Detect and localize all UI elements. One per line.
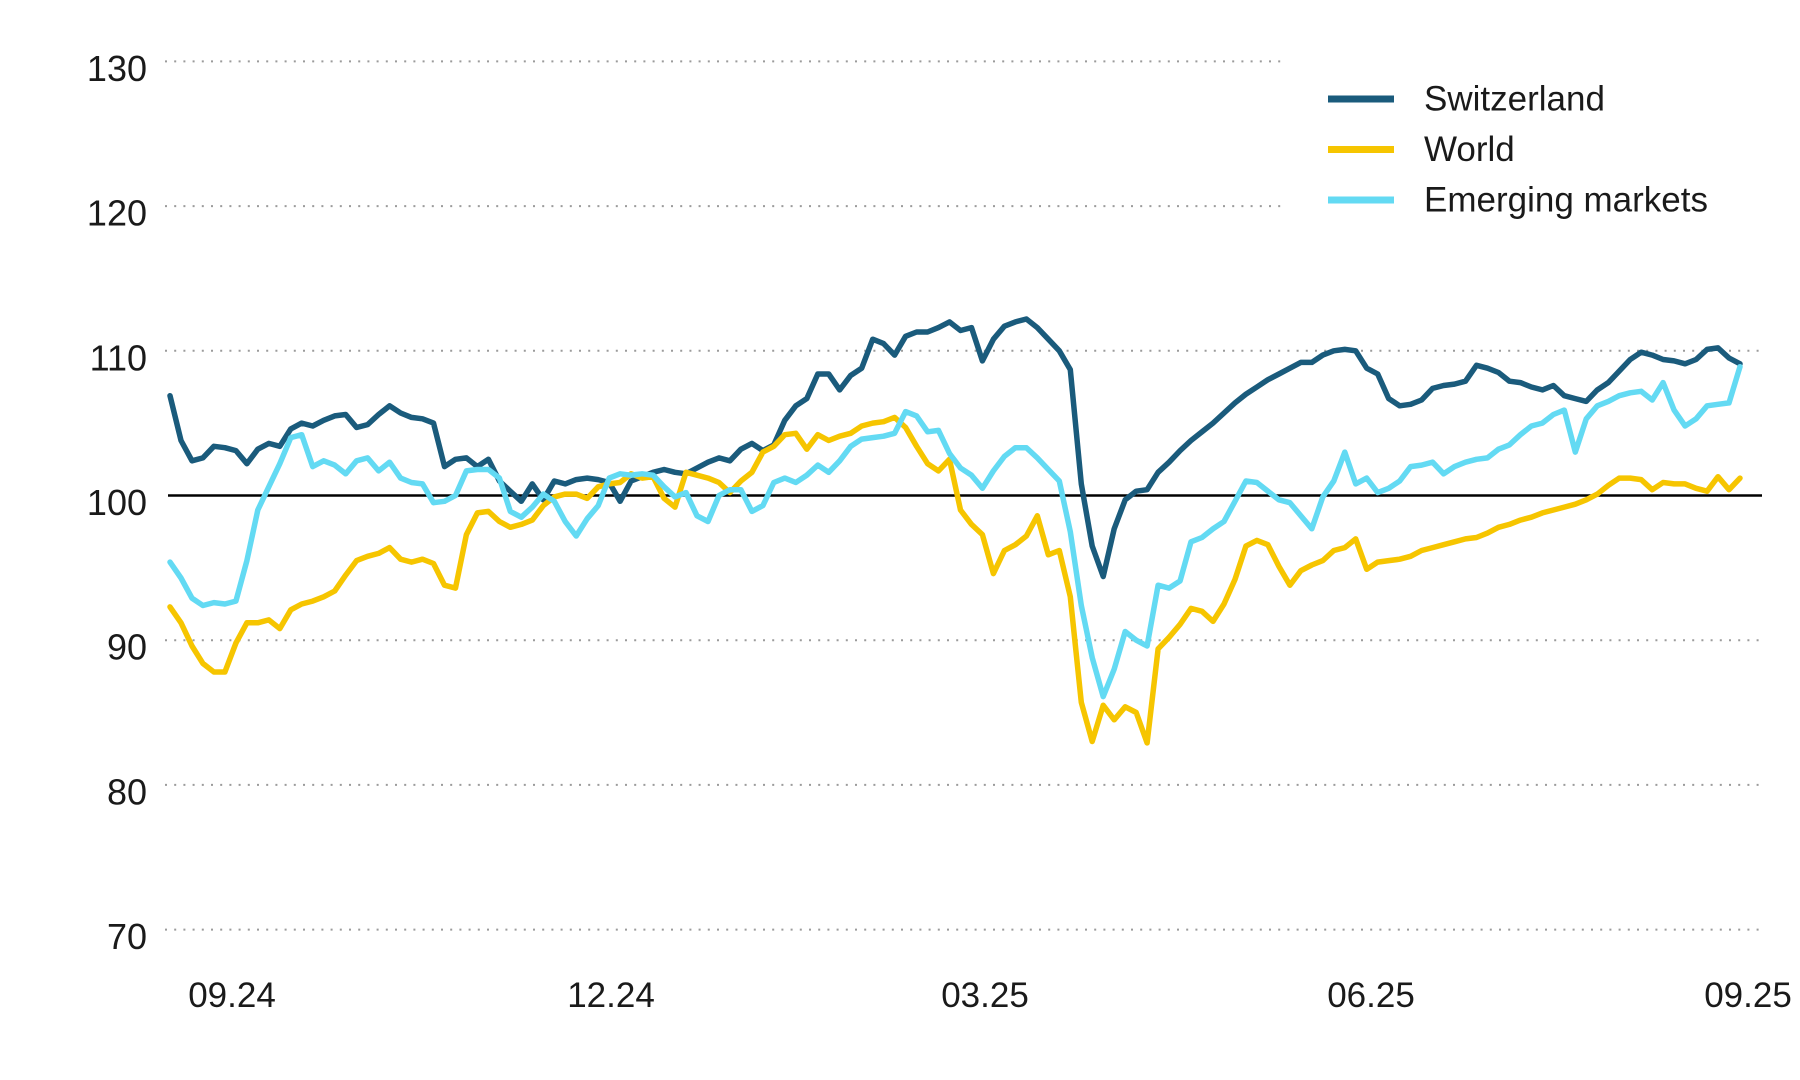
y-tick-label-90: 90 xyxy=(107,627,147,668)
legend-item-switzerland: Switzerland xyxy=(1328,79,1605,118)
x-tick-label-06.25: 06.25 xyxy=(1327,976,1415,1015)
series-line-emerging-markets xyxy=(167,363,1743,700)
legend: Switzerland World Emerging markets xyxy=(1328,79,1708,219)
x-axis-labels: 09.24 12.24 03.25 06.25 09.25 xyxy=(188,976,1792,1015)
y-axis-labels: 130 120 110 100 90 80 70 xyxy=(87,48,147,957)
y-tick-label-110: 110 xyxy=(90,337,147,378)
y-tick-label-120: 120 xyxy=(87,193,147,234)
legend-item-emerging-markets: Emerging markets xyxy=(1328,180,1708,219)
x-tick-label-09.24: 09.24 xyxy=(188,976,276,1015)
legend-item-world: World xyxy=(1328,130,1515,169)
legend-label: Emerging markets xyxy=(1424,180,1708,219)
x-tick-label-03.25: 03.25 xyxy=(941,976,1029,1015)
series-line-switzerland xyxy=(167,316,1743,580)
y-tick-label-80: 80 xyxy=(107,771,147,812)
y-tick-label-130: 130 xyxy=(87,48,147,89)
x-tick-label-09.25: 09.25 xyxy=(1704,976,1792,1015)
series-line-world xyxy=(167,414,1743,746)
x-tick-label-12.24: 12.24 xyxy=(567,976,655,1015)
y-tick-label-100: 100 xyxy=(87,482,147,523)
legend-label: World xyxy=(1424,130,1515,169)
legend-label: Switzerland xyxy=(1424,79,1605,118)
y-tick-label-70: 70 xyxy=(107,916,147,957)
series-lines xyxy=(167,316,1743,746)
